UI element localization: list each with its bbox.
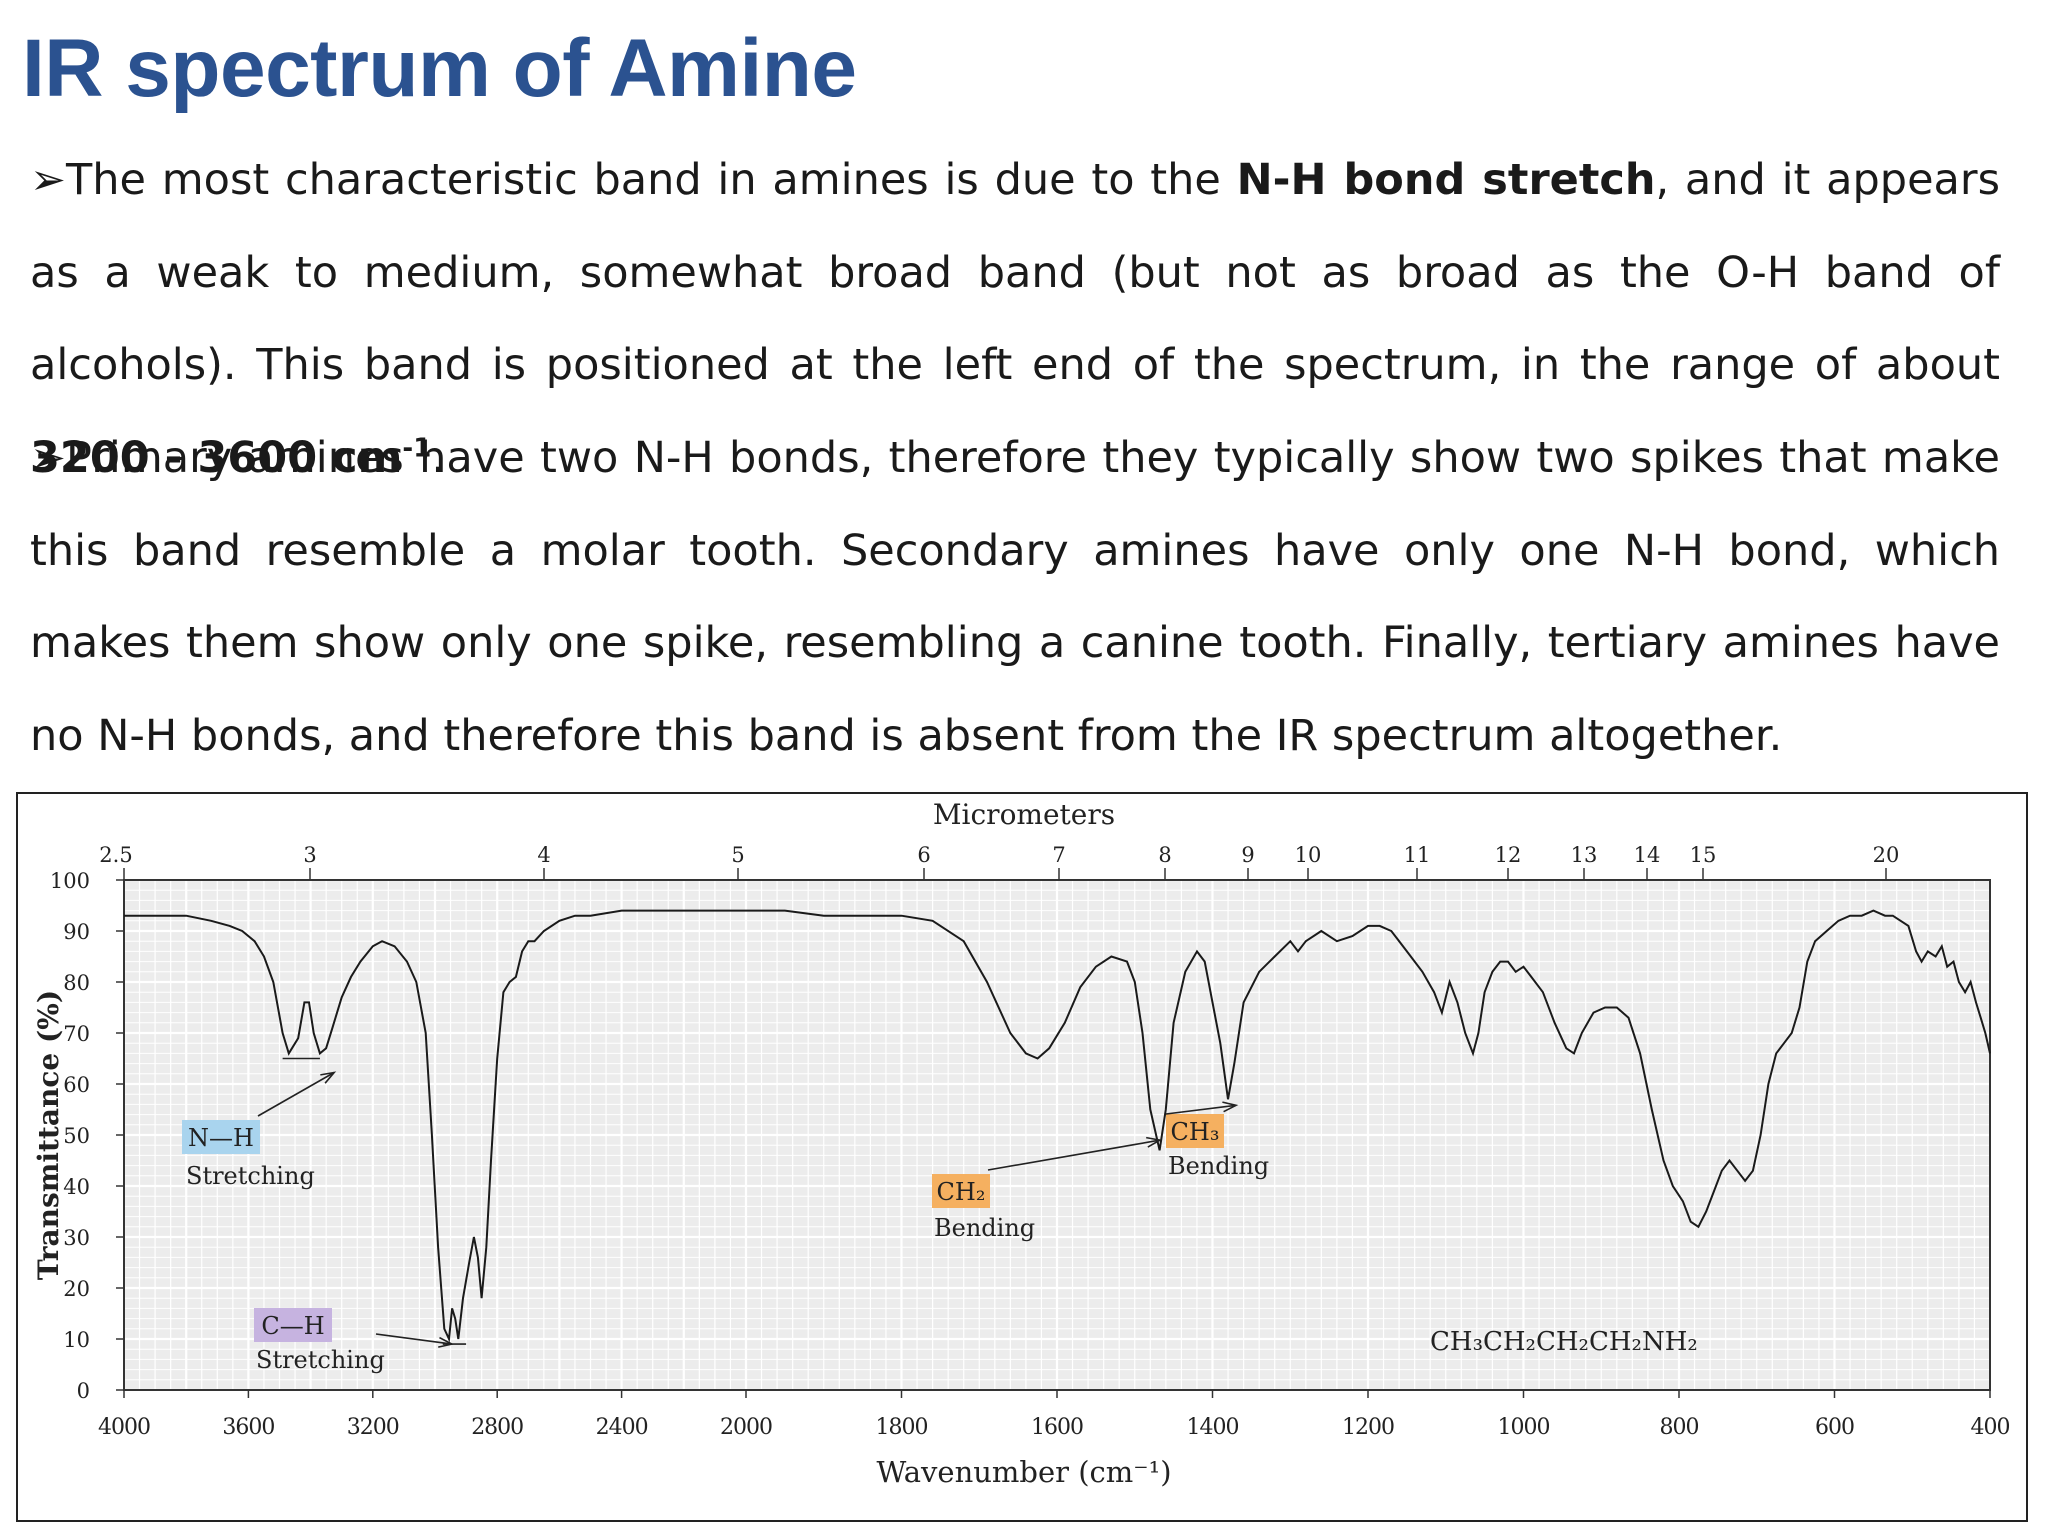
slide-title: IR spectrum of Amine [22, 23, 857, 114]
x-tick-label: 1800 [876, 1415, 928, 1440]
micrometer-tick-label: 10 [1295, 843, 1322, 867]
annotation-sublabel: Bending [1168, 1152, 1269, 1180]
micrometer-axis-title: Micrometers [933, 798, 1115, 831]
annotation-label: N—H [188, 1124, 254, 1152]
annotation-box [1166, 1114, 1224, 1148]
annotation-arrowhead [1146, 1136, 1163, 1148]
bullet-paragraph-1: ➢The most characteristic band in amines … [30, 134, 2000, 504]
micrometer-tick-label: 12 [1495, 843, 1522, 867]
annotation-arrow [375, 1333, 452, 1345]
micrometer-tick-label: 5 [731, 843, 744, 867]
micrometer-tick-label: 14 [1634, 843, 1661, 867]
y-tick-label: 50 [63, 1124, 90, 1148]
y-tick-label: 10 [63, 1328, 90, 1352]
x-tick-label: 800 [1660, 1415, 1699, 1440]
x-tick-label: 1600 [1031, 1415, 1083, 1440]
micrometer-tick-label: 15 [1690, 843, 1717, 867]
y-tick-label: 90 [63, 920, 90, 944]
annotation-sublabel: Stretching [186, 1162, 315, 1190]
x-tick-label: 1200 [1342, 1415, 1394, 1440]
x-tick-label: 2800 [471, 1415, 523, 1440]
annotation-arrow [1165, 1104, 1237, 1115]
bullet-1-text-end: . [431, 432, 445, 483]
annotation-label: CH₃ [1171, 1118, 1220, 1146]
annotation-box [932, 1174, 990, 1208]
micrometer-tick-label: 6 [917, 843, 930, 867]
micrometer-tick-label: 13 [1571, 843, 1598, 867]
annotation-sublabel: Stretching [256, 1346, 385, 1374]
y-tick-label: 20 [63, 1277, 90, 1301]
micrometer-tick-label: 20 [1873, 843, 1900, 867]
bullet-1-text-start: The most characteristic band in amines i… [66, 155, 1237, 205]
annotation-arrow [257, 1071, 335, 1117]
y-axis-title: Transmittance (%) [32, 990, 65, 1280]
y-tick-label: 70 [63, 1022, 90, 1046]
y-tick-label: 0 [77, 1379, 90, 1403]
micrometer-tick-label: 3 [303, 843, 316, 867]
annotation-box [182, 1120, 260, 1154]
x-axis-title: Wavenumber (cm⁻¹) [876, 1455, 1171, 1489]
x-tick-label: 2000 [720, 1415, 772, 1440]
x-tick-label: 4000 [98, 1415, 150, 1440]
compound-formula-label: CH₃CH₂CH₂CH₂NH₂ [1430, 1327, 1698, 1357]
bullet-arrow-icon: ➢ [30, 433, 67, 483]
bullet-2-text: Primary amines have two N-H bonds, there… [30, 433, 2000, 761]
micrometer-tick-label: 8 [1158, 843, 1171, 867]
annotation-sublabel: Bending [934, 1214, 1035, 1242]
y-tick-label: 30 [63, 1226, 90, 1250]
annotation-arrowhead [1222, 1101, 1239, 1113]
bullet-1-bold-range: 3200 - 3600 cm-1 [30, 432, 432, 483]
y-tick-label: 40 [63, 1175, 90, 1199]
annotation-box [254, 1308, 332, 1342]
x-tick-label: 3200 [347, 1415, 399, 1440]
bullet-paragraph-2: ➢Primary amines have two N-H bonds, ther… [30, 412, 2000, 782]
bullet-1-bold-nh-stretch: N-H bond stretch [1236, 155, 1656, 205]
micrometer-tick-label: 4 [537, 843, 550, 867]
bullet-arrow-icon: ➢ [30, 155, 67, 205]
bullet-1-text-middle: , and it appears as a weak to medium, so… [30, 155, 2000, 390]
micrometer-tick-label: 7 [1052, 843, 1065, 867]
x-tick-label: 2400 [596, 1415, 648, 1440]
annotation-arrow [987, 1139, 1161, 1171]
y-tick-label: 60 [63, 1073, 90, 1097]
x-tick-label: 400 [1971, 1415, 2010, 1440]
x-tick-label: 1400 [1187, 1415, 1239, 1440]
spectrum-line [124, 909, 1991, 1343]
micrometer-tick-label: 2.5 [99, 843, 132, 867]
annotation-arrowhead [320, 1071, 337, 1084]
ir-spectrum-chart: 0 10 20 30 40 50 60 70 80 90 100 4000 3600 3200 2800 24… [16, 792, 2028, 1522]
bullet-1-superscript: -1 [402, 433, 432, 464]
x-tick-label: 3600 [222, 1415, 274, 1440]
annotation-label: CH₂ [937, 1178, 986, 1206]
y-tick-label: 100 [50, 869, 90, 893]
micrometer-tick-label: 9 [1241, 843, 1254, 867]
y-tick-label: 80 [63, 971, 90, 995]
x-tick-label: 1000 [1498, 1415, 1550, 1440]
annotation-label: C—H [261, 1312, 324, 1340]
micrometer-tick-label: 11 [1404, 843, 1431, 867]
x-tick-label: 600 [1815, 1415, 1854, 1440]
